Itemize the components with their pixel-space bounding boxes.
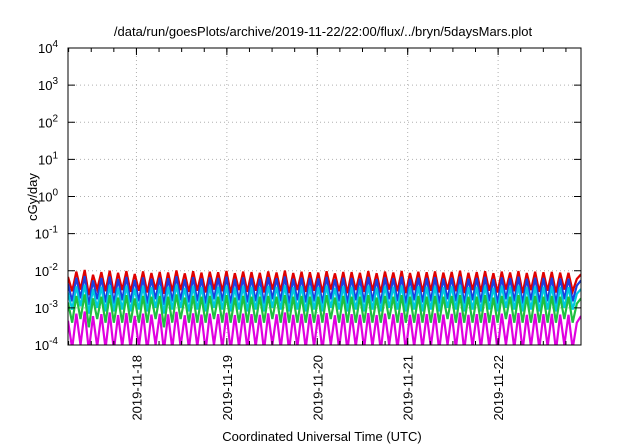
- x-ticks: 2019-11-18 2019-11-19 2019-11-20 2019-11-21…: [68, 48, 567, 421]
- y-tick-label: 103: [38, 76, 58, 93]
- y-tick-label: 10-1: [35, 225, 59, 242]
- y-tick-base: 10: [35, 227, 49, 242]
- y-tick-base: 10: [38, 190, 52, 205]
- series-line-1: [68, 269, 581, 296]
- y-tick-exponent: -2: [49, 262, 58, 273]
- series-layer: [68, 269, 581, 345]
- y-tick-label: 100: [38, 188, 58, 205]
- y-axis-label: cGy/day: [25, 173, 40, 221]
- y-tick-exponent: -1: [49, 225, 58, 236]
- y-tick-label: 102: [38, 113, 58, 130]
- x-tick-label: 2019-11-22: [491, 355, 506, 421]
- y-tick-base: 10: [38, 78, 52, 93]
- y-tick-label: 10-3: [35, 299, 59, 316]
- y-tick-label: 10-2: [35, 262, 59, 279]
- series-line-2: [68, 275, 581, 306]
- series-line-3: [68, 284, 581, 314]
- y-tick-base: 10: [38, 152, 52, 167]
- y-tick-label: 101: [38, 150, 58, 167]
- y-tick-base: 10: [35, 301, 49, 316]
- y-tick-exponent: 3: [52, 76, 58, 87]
- y-tick-base: 10: [35, 338, 49, 353]
- series-line-4: [68, 294, 581, 328]
- x-tick-label: 2019-11-19: [220, 355, 235, 421]
- y-tick-exponent: 2: [52, 113, 58, 124]
- y-tick-exponent: 1: [52, 150, 58, 161]
- chart-title: /data/run/goesPlots/archive/2019-11-22/2…: [114, 24, 533, 39]
- x-tick-label: 2019-11-20: [310, 355, 325, 421]
- x-axis-label: Coordinated Universal Time (UTC): [222, 429, 421, 444]
- x-tick-label: 2019-11-21: [401, 355, 416, 421]
- y-tick-base: 10: [38, 41, 52, 56]
- y-tick-exponent: 4: [52, 39, 58, 50]
- series-line-5: [68, 311, 581, 345]
- y-tick-label: 10-4: [35, 336, 59, 353]
- y-tick-base: 10: [38, 115, 52, 130]
- y-tick-exponent: -4: [49, 336, 58, 347]
- y-tick-label: 104: [38, 39, 58, 56]
- y-tick-exponent: 0: [52, 188, 58, 199]
- x-tick-label: 2019-11-18: [129, 355, 144, 421]
- y-tick-base: 10: [35, 264, 49, 279]
- y-tick-exponent: -3: [49, 299, 58, 310]
